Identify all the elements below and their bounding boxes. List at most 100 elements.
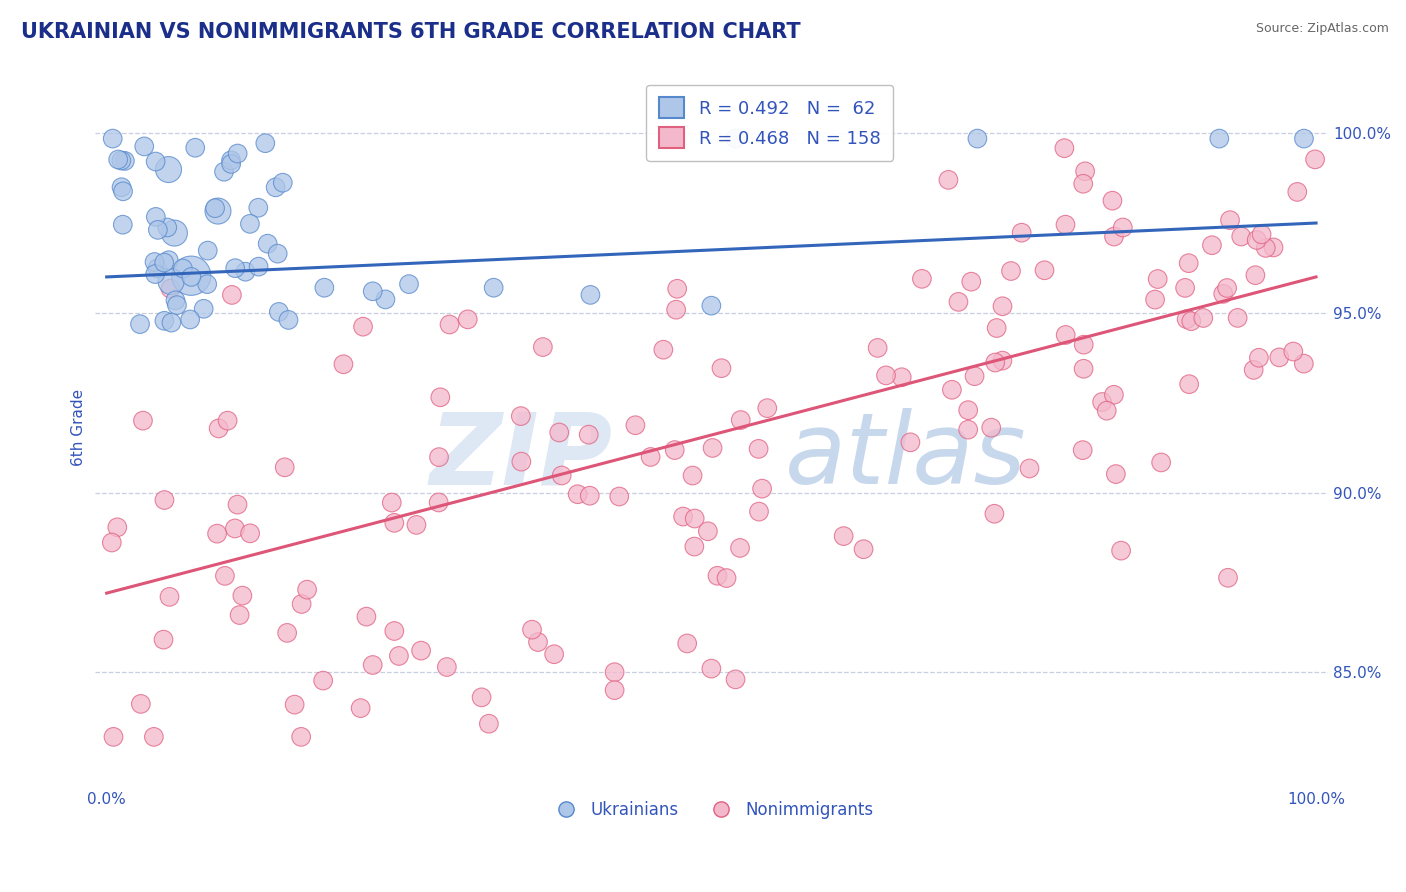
Point — [374, 293, 396, 307]
Point — [195, 277, 218, 292]
Point — [214, 569, 236, 583]
Point — [1263, 240, 1285, 254]
Point — [107, 153, 129, 167]
Point — [471, 690, 494, 705]
Point — [683, 540, 706, 554]
Point — [217, 414, 239, 428]
Point — [110, 180, 132, 194]
Point — [682, 468, 704, 483]
Point — [153, 255, 176, 269]
Point — [247, 201, 270, 215]
Point — [231, 589, 253, 603]
Point — [1268, 351, 1291, 365]
Point — [411, 643, 433, 657]
Point — [105, 520, 128, 534]
Point — [180, 269, 202, 284]
Point — [652, 343, 675, 357]
Point — [277, 313, 299, 327]
Point — [482, 281, 505, 295]
Point — [748, 442, 770, 456]
Point — [295, 582, 318, 597]
Point — [143, 267, 166, 281]
Point — [957, 423, 980, 437]
Point — [361, 285, 384, 299]
Point — [163, 226, 186, 240]
Point — [1246, 233, 1268, 247]
Point — [1101, 194, 1123, 208]
Point — [205, 526, 228, 541]
Point — [1282, 344, 1305, 359]
Point — [129, 697, 152, 711]
Point — [543, 647, 565, 661]
Point — [160, 316, 183, 330]
Point — [382, 624, 405, 638]
Point — [314, 281, 336, 295]
Point — [388, 648, 411, 663]
Point — [991, 353, 1014, 368]
Point — [890, 370, 912, 384]
Point — [706, 569, 728, 583]
Point — [1178, 377, 1201, 392]
Point — [672, 509, 695, 524]
Point — [1073, 361, 1095, 376]
Point — [866, 341, 889, 355]
Point — [179, 312, 201, 326]
Point — [960, 275, 983, 289]
Point — [1212, 286, 1234, 301]
Point — [157, 253, 180, 268]
Point — [247, 260, 270, 274]
Text: UKRAINIAN VS NONIMMIGRANTS 6TH GRADE CORRELATION CHART: UKRAINIAN VS NONIMMIGRANTS 6TH GRADE COR… — [21, 22, 800, 42]
Point — [332, 357, 354, 371]
Point — [1201, 238, 1223, 252]
Point — [264, 180, 287, 194]
Point — [381, 495, 404, 509]
Point — [700, 299, 723, 313]
Point — [1292, 131, 1315, 145]
Point — [1071, 177, 1094, 191]
Point — [724, 673, 747, 687]
Point — [356, 609, 378, 624]
Point — [1174, 281, 1197, 295]
Point — [142, 730, 165, 744]
Point — [101, 131, 124, 145]
Point — [184, 141, 207, 155]
Point — [510, 455, 533, 469]
Point — [567, 487, 589, 501]
Point — [966, 131, 988, 145]
Point — [603, 665, 626, 680]
Point — [875, 368, 897, 383]
Point — [1303, 153, 1326, 167]
Point — [748, 505, 770, 519]
Point — [103, 730, 125, 744]
Point — [132, 414, 155, 428]
Point — [624, 418, 647, 433]
Point — [1216, 571, 1239, 585]
Point — [665, 302, 688, 317]
Point — [1095, 403, 1118, 417]
Point — [1226, 310, 1249, 325]
Point — [436, 660, 458, 674]
Point — [271, 176, 294, 190]
Point — [382, 516, 405, 530]
Point — [548, 425, 571, 440]
Point — [478, 716, 501, 731]
Point — [276, 626, 298, 640]
Point — [146, 223, 169, 237]
Point — [531, 340, 554, 354]
Point — [676, 636, 699, 650]
Point — [991, 299, 1014, 313]
Point — [1011, 226, 1033, 240]
Point — [1180, 314, 1202, 328]
Point — [1254, 241, 1277, 255]
Point — [1018, 461, 1040, 475]
Point — [160, 275, 183, 289]
Point — [1033, 263, 1056, 277]
Point — [963, 369, 986, 384]
Point — [911, 272, 934, 286]
Point — [1102, 388, 1125, 402]
Point — [256, 236, 278, 251]
Point — [145, 154, 167, 169]
Point — [274, 460, 297, 475]
Point — [1208, 131, 1230, 145]
Text: atlas: atlas — [786, 409, 1026, 505]
